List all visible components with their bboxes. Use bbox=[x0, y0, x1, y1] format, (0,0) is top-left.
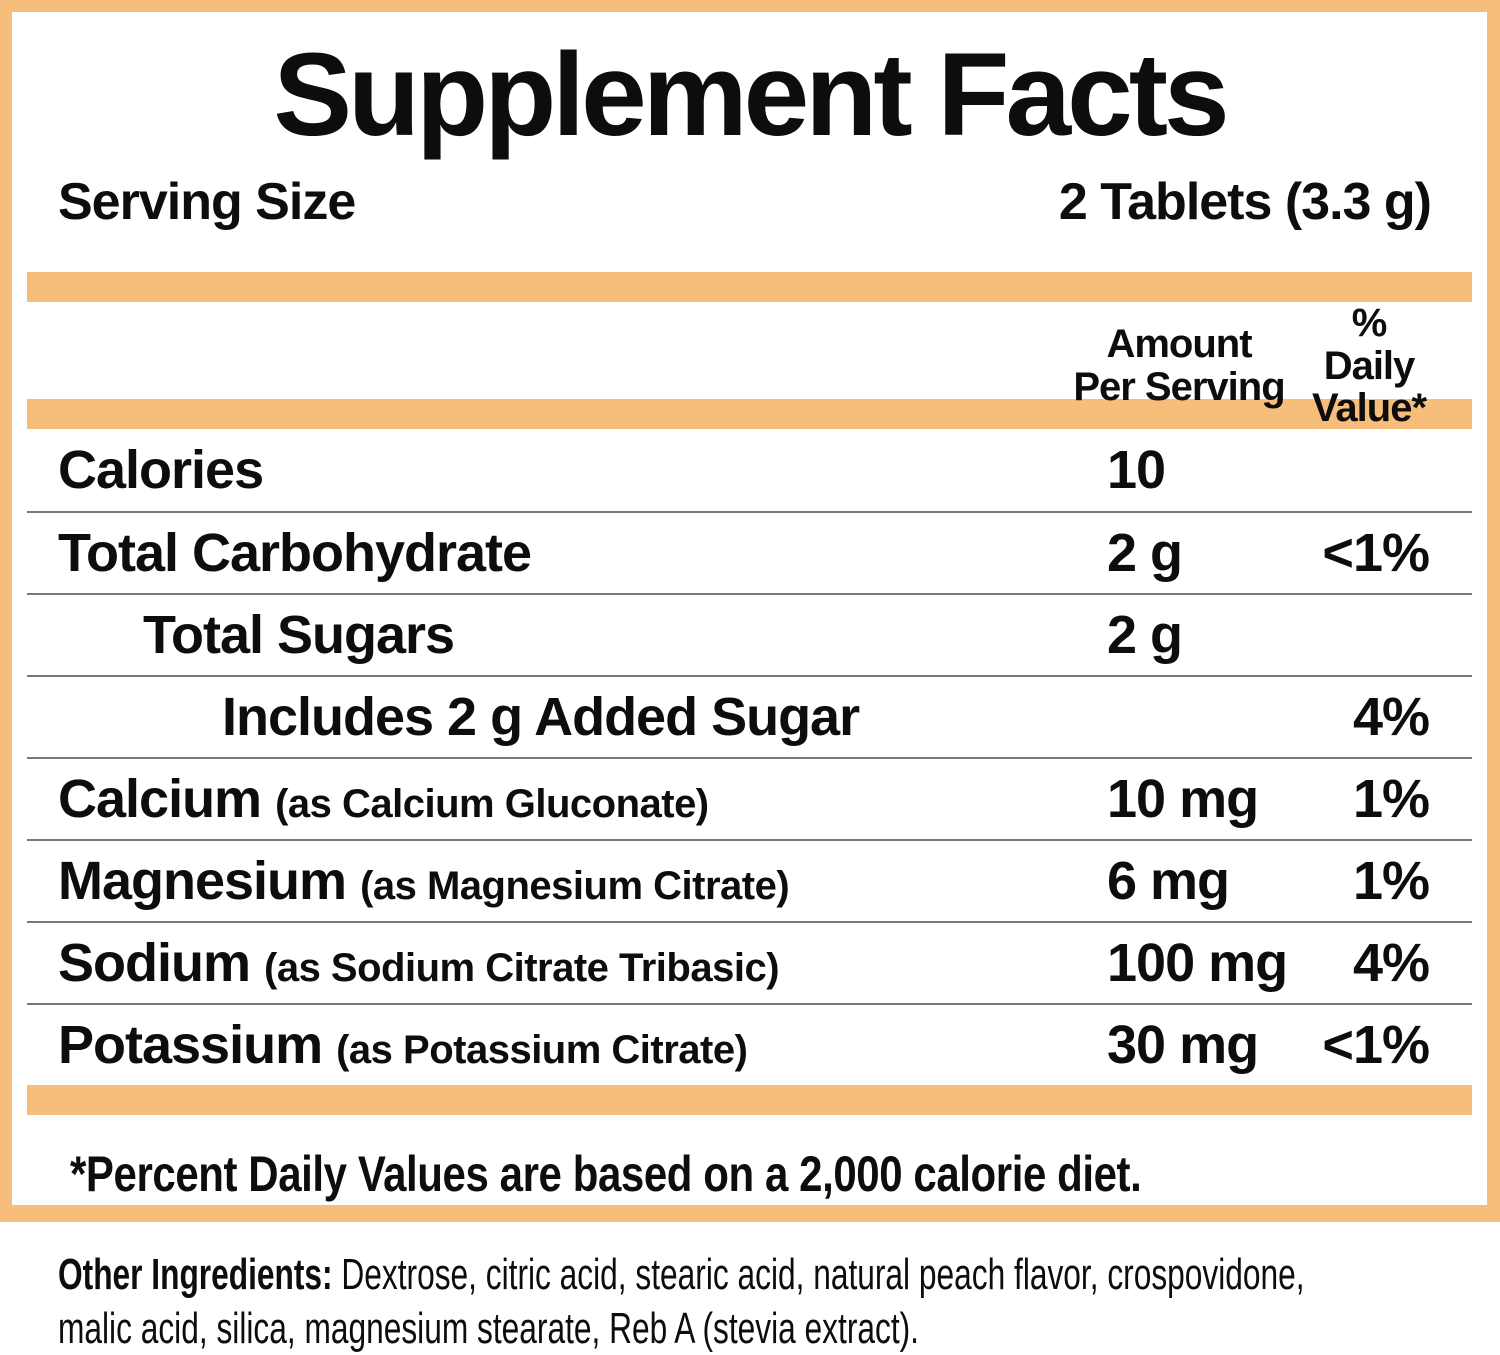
nutrient-amount: 100 mg bbox=[1107, 932, 1288, 993]
table-row: Magnesium (as Magnesium Citrate) 6 mg 1% bbox=[27, 838, 1472, 921]
amount-header-line1: Amount bbox=[1106, 322, 1252, 367]
daily-value-column-header: % Daily Value* bbox=[1309, 302, 1429, 430]
other-ingredients-label: Other Ingredients: bbox=[58, 1250, 333, 1299]
nutrient-amount: 30 mg bbox=[1107, 1014, 1259, 1075]
nutrient-amount: 6 mg bbox=[1107, 850, 1230, 911]
nutrient-label-cell: Magnesium (as Magnesium Citrate) bbox=[58, 850, 1049, 912]
amount-header-line2: Per Serving bbox=[1073, 365, 1285, 410]
nutrient-daily-value: <1% bbox=[1322, 522, 1430, 583]
nutrient-amount: 2 g bbox=[1107, 522, 1183, 583]
column-header-row: Amount Per Serving % Daily Value* bbox=[27, 302, 1472, 430]
facts-table-body: Calories 10 Total Carbohydrate 2 g <1% T… bbox=[27, 429, 1472, 1085]
nutrient-label-cell: Calcium (as Calcium Gluconate) bbox=[58, 768, 1049, 830]
table-row: Sodium (as Sodium Citrate Tribasic) 100 … bbox=[27, 920, 1472, 1003]
other-ingredients-text1: Dextrose, citric acid, stearic acid, nat… bbox=[341, 1250, 1305, 1299]
panel-title: Supplement Facts bbox=[273, 29, 1229, 161]
daily-value-header-line2: Value* bbox=[1311, 386, 1427, 431]
nutrient-label-cell: Total Carbohydrate bbox=[58, 522, 1049, 584]
orange-divider-band-middle bbox=[27, 398, 1472, 429]
nutrient-name: Total Sugars bbox=[143, 604, 455, 665]
other-ingredients-line1: Other Ingredients: Dextrose, citric acid… bbox=[58, 1248, 1305, 1302]
nutrient-label-cell: Sodium (as Sodium Citrate Tribasic) bbox=[58, 932, 1049, 994]
nutrient-label-cell: Calories bbox=[58, 439, 1049, 501]
other-ingredients: Other Ingredients: Dextrose, citric acid… bbox=[58, 1248, 1500, 1355]
nutrient-name: Sodium bbox=[58, 932, 251, 993]
supplement-facts-panel: Supplement Facts Serving Size 2 Tablets … bbox=[0, 0, 1500, 1222]
nutrient-label-cell: Includes 2 g Added Sugar bbox=[58, 686, 1049, 748]
other-ingredients-line2: malic acid, silica, magnesium stearate, … bbox=[58, 1302, 1096, 1355]
serving-size-row: Serving Size 2 Tablets (3.3 g) bbox=[12, 172, 1487, 232]
nutrient-name: Calcium bbox=[58, 768, 262, 829]
nutrient-name: Includes 2 g Added Sugar bbox=[222, 686, 860, 747]
nutrient-amount: 10 bbox=[1107, 439, 1166, 500]
nutrient-daily-value: 1% bbox=[1352, 768, 1430, 829]
daily-value-header-line1: % Daily bbox=[1323, 300, 1416, 388]
table-row: Calories 10 bbox=[27, 429, 1472, 511]
table-row: Total Sugars 2 g bbox=[27, 592, 1472, 675]
nutrient-source-note: (as Sodium Citrate Tribasic) bbox=[264, 945, 780, 990]
nutrient-name: Magnesium bbox=[58, 850, 347, 911]
nutrient-daily-value: 4% bbox=[1352, 932, 1430, 993]
table-row: Calcium (as Calcium Gluconate) 10 mg 1% bbox=[27, 756, 1472, 839]
nutrient-source-note: (as Calcium Gluconate) bbox=[275, 781, 709, 826]
table-row: Potassium (as Potassium Citrate) 30 mg <… bbox=[27, 1002, 1472, 1085]
table-row: Includes 2 g Added Sugar 4% bbox=[27, 674, 1472, 757]
serving-size-label: Serving Size bbox=[58, 172, 356, 231]
amount-column-header: Amount Per Serving bbox=[1049, 323, 1309, 409]
nutrient-label-cell: Total Sugars bbox=[58, 604, 1049, 666]
nutrient-source-note: (as Potassium Citrate) bbox=[336, 1027, 748, 1072]
nutrient-name: Potassium bbox=[58, 1014, 323, 1075]
daily-value-footnote-wrap: *Percent Daily Values are based on a 2,0… bbox=[70, 1145, 1487, 1203]
table-row: Total Carbohydrate 2 g <1% bbox=[27, 510, 1472, 593]
serving-size-value: 2 Tablets (3.3 g) bbox=[1058, 172, 1432, 231]
nutrient-source-note: (as Magnesium Citrate) bbox=[360, 863, 790, 908]
nutrient-daily-value: 1% bbox=[1352, 850, 1430, 911]
nutrient-name: Total Carbohydrate bbox=[58, 522, 532, 583]
orange-divider-band-bottom bbox=[27, 1084, 1472, 1115]
nutrient-amount: 2 g bbox=[1107, 604, 1183, 665]
nutrient-label-cell: Potassium (as Potassium Citrate) bbox=[58, 1014, 1049, 1076]
nutrient-daily-value: 4% bbox=[1352, 686, 1430, 747]
orange-divider-band-top bbox=[27, 271, 1472, 302]
nutrient-daily-value: <1% bbox=[1322, 1014, 1430, 1075]
other-ingredients-text2: malic acid, silica, magnesium stearate, … bbox=[58, 1303, 919, 1353]
nutrient-amount: 10 mg bbox=[1107, 768, 1259, 829]
nutrient-name: Calories bbox=[58, 439, 264, 500]
daily-value-footnote: *Percent Daily Values are based on a 2,0… bbox=[70, 1145, 1142, 1202]
